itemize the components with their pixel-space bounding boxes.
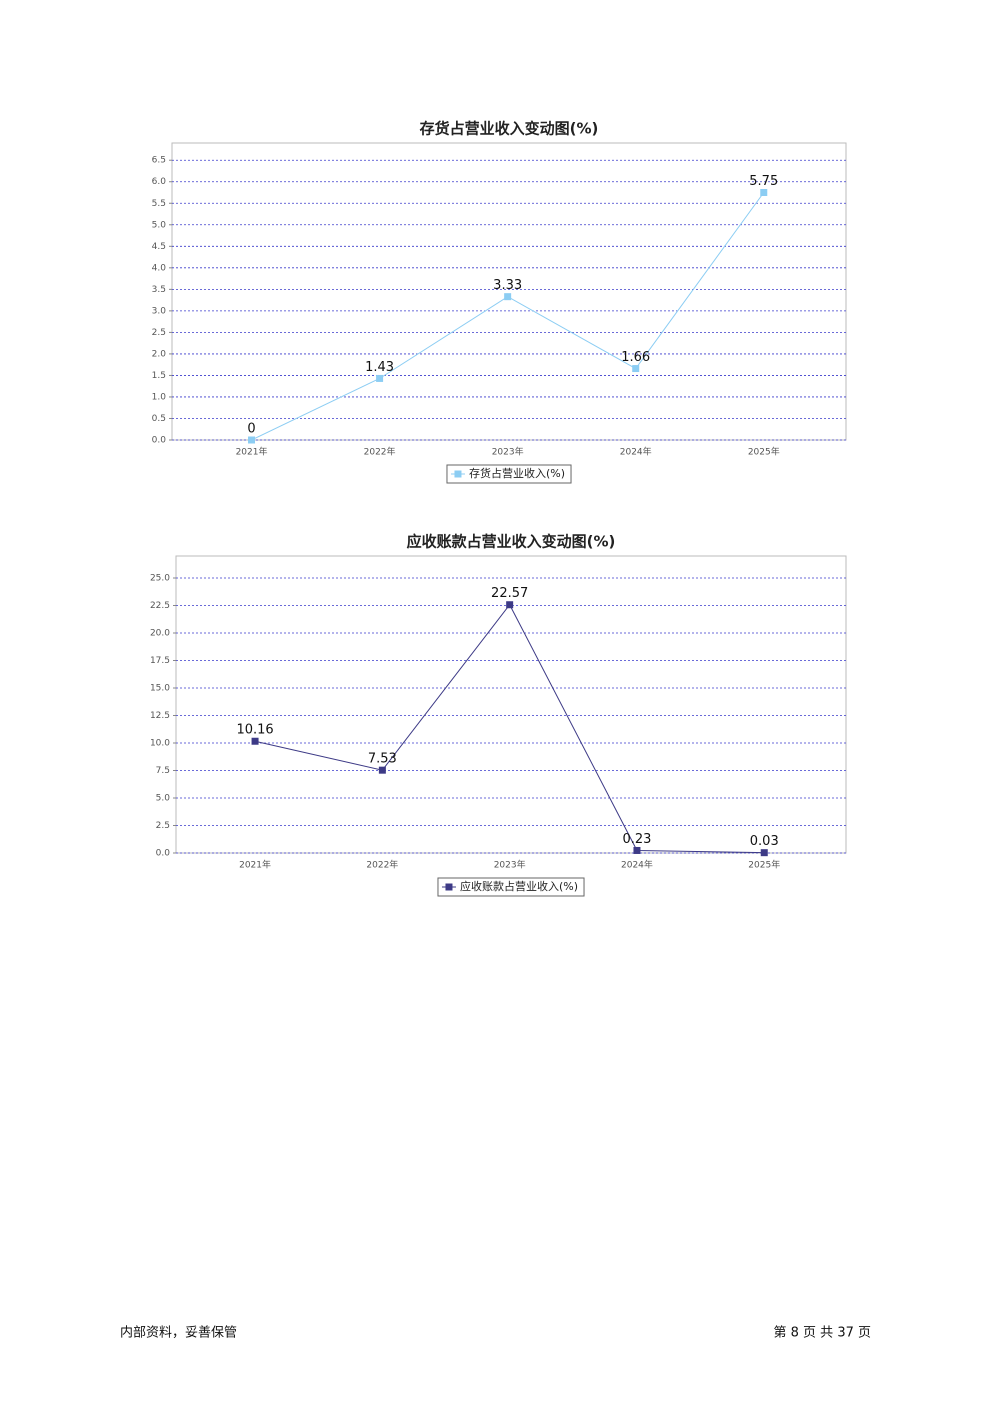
marker [248,436,256,444]
y-tick-label: 5.5 [152,199,166,209]
data-label: 0.23 [622,832,651,847]
y-tick-label: 3.5 [152,285,166,295]
x-tick-label: 2021年 [239,859,271,871]
y-tick-label: 22.5 [150,601,170,611]
x-tick-label: 2022年 [366,859,398,871]
legend-marker [454,470,462,478]
marker [632,365,640,373]
y-tick-label: 7.5 [156,766,170,776]
y-tick-label: 1.5 [152,371,166,381]
marker [506,601,514,609]
x-tick-label: 2022年 [364,446,396,458]
legend-box [437,877,585,897]
y-tick-label: 12.5 [150,711,170,721]
data-label: 5.75 [749,174,778,189]
y-tick-label: 0.0 [156,849,171,859]
y-tick-label: 10.0 [150,739,170,749]
marker [251,737,259,745]
legend-marker [445,883,453,891]
y-tick-label: 0.5 [152,414,166,424]
y-tick-label: 1.0 [152,392,167,402]
data-label: 0 [247,422,255,437]
y-tick-label: 2.5 [152,328,166,338]
y-tick-label: 4.5 [152,242,166,252]
y-tick-label: 6.5 [152,156,166,166]
y-tick-label: 20.0 [150,629,170,639]
y-tick-label: 0.0 [152,436,167,446]
legend-label: 应收账款占营业收入(%) [460,879,578,893]
legend-box [446,464,572,484]
footer-left: 内部资料，妥善保管 [120,1325,237,1341]
y-tick-label: 2.0 [152,349,167,359]
x-tick-label: 2023年 [494,859,526,871]
legend-label: 存货占营业收入(%) [469,466,565,480]
data-label: 0.03 [750,834,779,849]
data-label: 7.53 [368,752,397,767]
marker [378,766,386,774]
y-tick-label: 5.0 [152,220,167,230]
marker [504,293,512,301]
data-label: 3.33 [493,278,522,293]
y-tick-label: 2.5 [156,821,170,831]
y-tick-label: 25.0 [150,574,170,584]
y-tick-label: 3.0 [152,306,167,316]
marker [760,849,768,857]
y-tick-label: 17.5 [150,656,170,666]
line [254,603,765,854]
data-label: 10.16 [236,723,273,738]
marker [760,189,768,196]
x-tick-label: 2024年 [621,859,653,871]
y-tick-label: 4.0 [152,263,167,273]
x-tick-label: 2021年 [236,446,268,458]
data-label: 22.57 [491,586,528,601]
line [251,192,765,441]
data-label: 1.43 [365,360,394,375]
x-tick-label: 2025年 [748,859,780,871]
x-tick-label: 2025年 [748,446,780,458]
y-tick-label: 15.0 [150,684,170,694]
chart-title: 应收账款占营业收入变动图(%) [407,533,616,551]
y-tick-label: 5.0 [156,794,171,804]
chart-title: 存货占营业收入变动图(%) [420,120,599,138]
x-tick-label: 2023年 [492,446,524,458]
x-tick-label: 2024年 [620,446,652,458]
plot-frame [175,555,847,854]
marker [633,846,641,854]
y-tick-label: 6.0 [152,177,167,187]
data-label: 1.66 [621,350,650,365]
marker [376,374,384,382]
footer-right: 第 8 页 共 37 页 [774,1326,871,1341]
